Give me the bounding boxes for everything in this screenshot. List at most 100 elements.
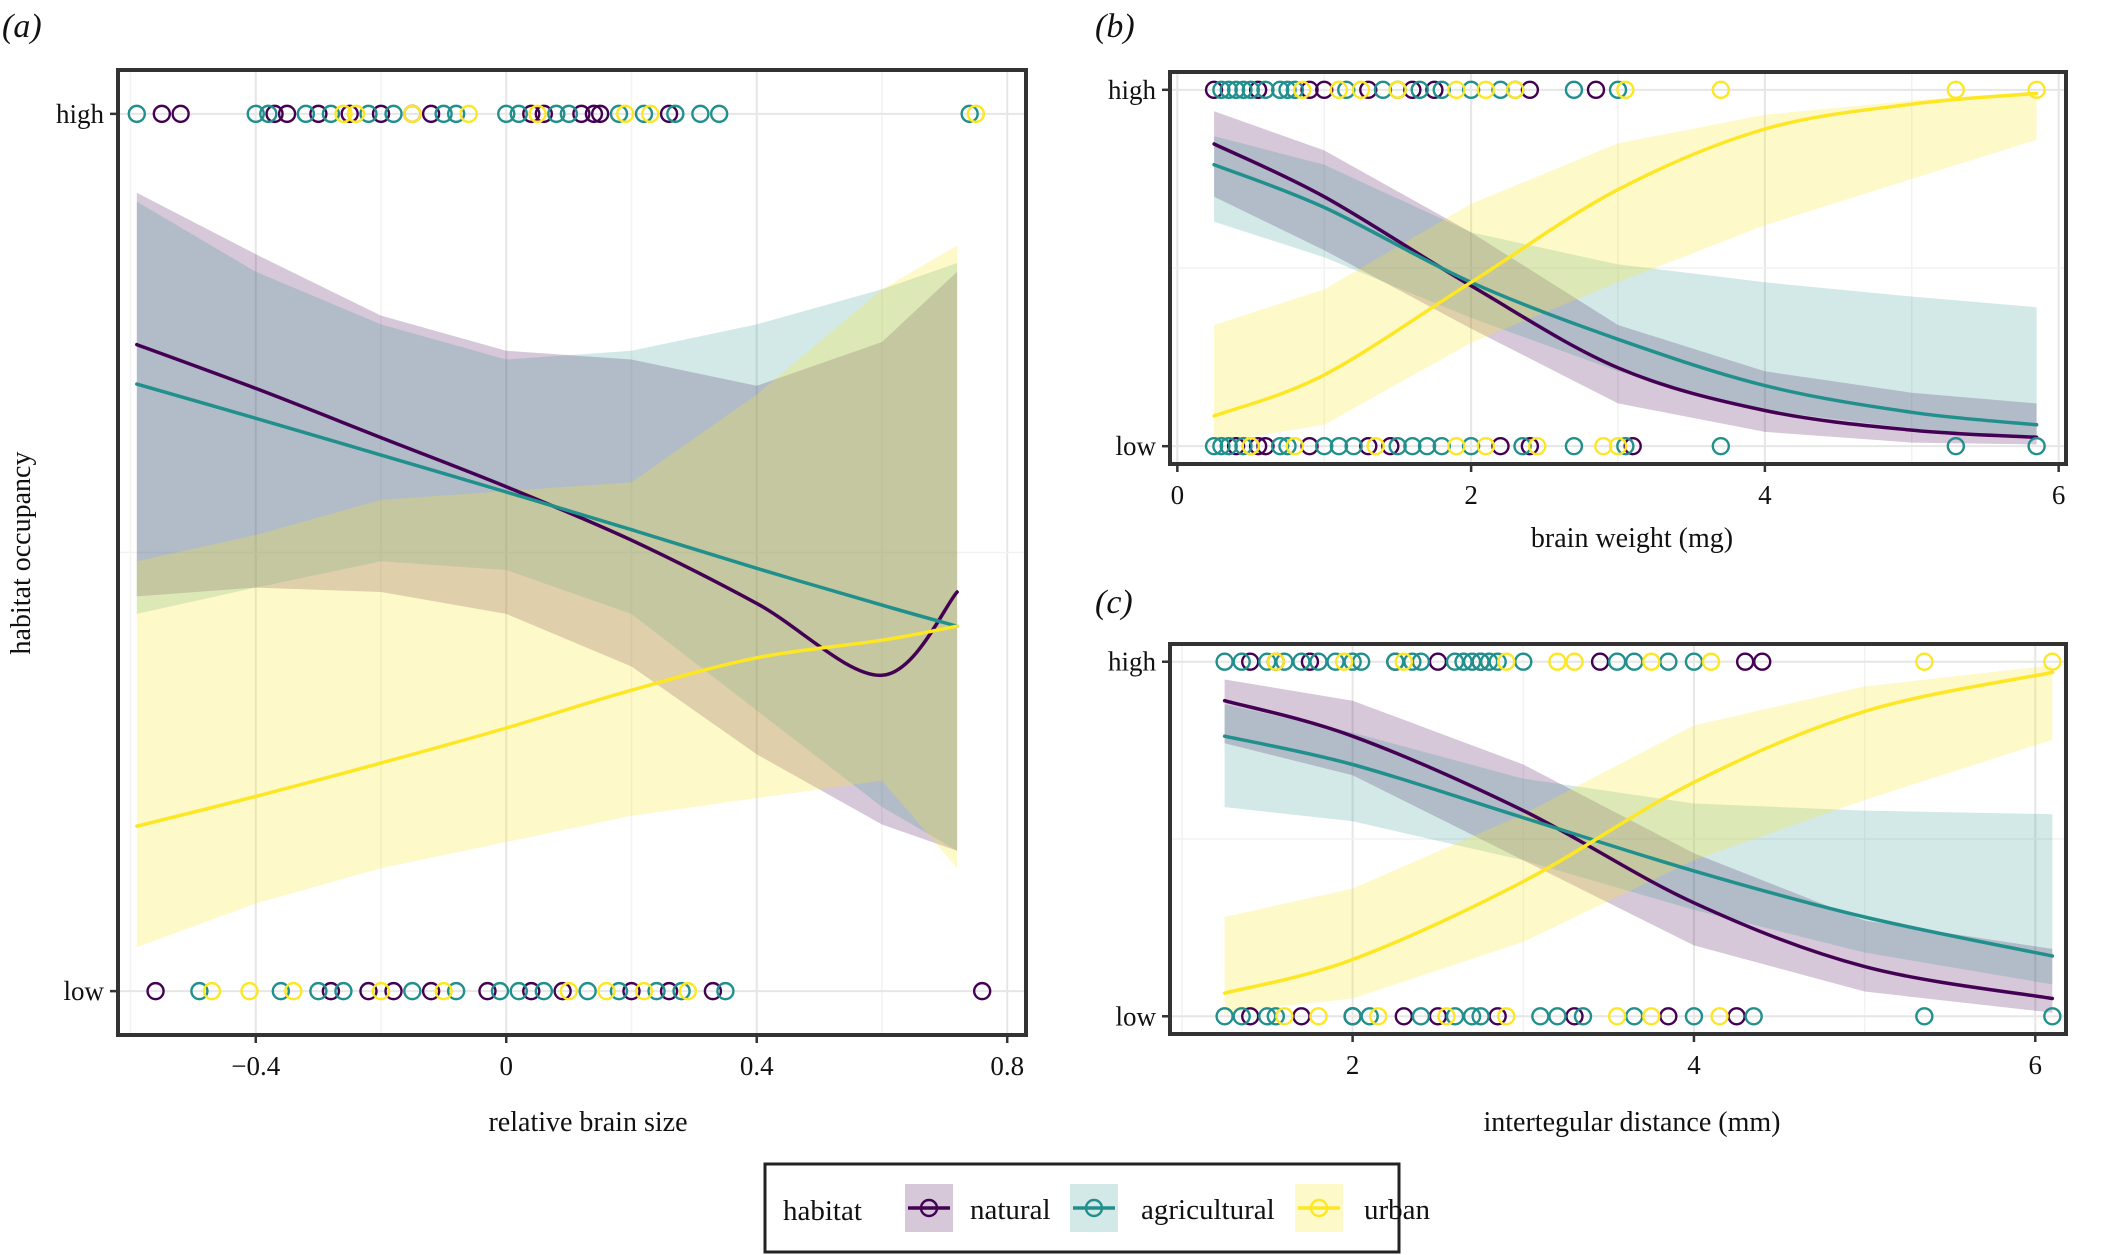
legend-item-natural: natural	[905, 1184, 1051, 1232]
point-agricultural	[1616, 436, 1635, 456]
plot-frame-c	[1168, 642, 2068, 1036]
point-agricultural	[1403, 436, 1422, 456]
point-natural	[553, 981, 572, 1001]
point-agricultural	[1343, 652, 1362, 671]
point-agricultural	[609, 981, 629, 1001]
point-urban	[284, 981, 303, 1001]
point-urban	[1241, 436, 1260, 456]
point-natural	[421, 104, 441, 124]
point-urban	[641, 104, 660, 124]
panel-label-c: (c)	[1095, 584, 1133, 621]
legend-label-agricultural: agricultural	[1141, 1194, 1275, 1226]
legend-entries: natural agricultural urban	[905, 1184, 1431, 1232]
point-natural	[277, 104, 297, 124]
point-urban	[1334, 652, 1354, 671]
point-natural	[1204, 80, 1224, 100]
point-agricultural	[1373, 80, 1393, 100]
point-urban	[202, 981, 222, 1001]
series-layer-c	[1215, 652, 2062, 1026]
point-natural	[1248, 436, 1268, 456]
grid-b	[1170, 72, 2066, 464]
point-urban	[1497, 1007, 1516, 1026]
point-natural	[1403, 80, 1422, 100]
ci-ribbon-natural	[136, 192, 958, 851]
point-agricultural	[1946, 436, 1966, 456]
point-agricultural	[1232, 1007, 1251, 1026]
point-urban	[1565, 652, 1584, 671]
point-agricultural	[359, 104, 378, 124]
point-urban	[2027, 80, 2046, 100]
x-tick-label: 0.8	[990, 1051, 1024, 1081]
point-natural	[534, 104, 554, 124]
point-natural	[1623, 436, 1642, 456]
point-agricultural	[1270, 80, 1290, 100]
point-agricultural	[559, 104, 579, 124]
point-urban	[1476, 436, 1496, 456]
point-natural	[659, 104, 679, 124]
point-agricultural	[1461, 436, 1481, 456]
legend-point-natural	[919, 1198, 939, 1218]
point-agricultural	[1232, 652, 1251, 671]
point-agricultural	[1461, 80, 1481, 100]
point-agricultural	[246, 104, 265, 124]
legend: habitat natural agricultural urban	[763, 1162, 1431, 1254]
point-agricultural	[1337, 80, 1356, 100]
point-natural	[1300, 436, 1319, 456]
point-urban	[1329, 80, 1349, 100]
point-natural	[146, 981, 165, 1001]
fit-line-urban	[1212, 91, 2039, 418]
point-urban	[634, 981, 654, 1001]
point-urban	[1497, 652, 1516, 671]
point-agricultural	[434, 104, 453, 124]
point-agricultural	[1684, 1007, 1704, 1026]
point-urban	[1915, 652, 1934, 671]
point-natural	[522, 981, 541, 1001]
point-natural	[1300, 80, 1319, 100]
y-tick-label: high	[56, 99, 105, 129]
x-tick-label: 0.4	[740, 1051, 774, 1081]
point-agricultural	[1491, 80, 1510, 100]
point-agricultural	[1471, 1007, 1490, 1026]
point-agricultural	[1548, 1007, 1567, 1026]
point-agricultural	[1411, 1007, 1431, 1026]
point-agricultural	[1344, 436, 1363, 456]
point-natural	[1586, 80, 1606, 100]
point-agricultural	[1315, 436, 1334, 456]
y-tick-label: low	[64, 976, 105, 1006]
x-tick-label: 2	[1464, 480, 1478, 510]
point-agricultural	[1212, 436, 1231, 456]
ci-ribbon-urban	[1214, 91, 2037, 443]
point-agricultural	[709, 104, 729, 124]
point-agricultural	[321, 104, 341, 124]
point-natural	[1256, 436, 1275, 456]
point-urban	[1711, 80, 1731, 100]
point-agricultural	[716, 981, 735, 1001]
point-natural	[1520, 436, 1540, 456]
point-agricultural	[1608, 80, 1628, 100]
point-agricultural	[2027, 436, 2046, 456]
legend-title: habitat	[783, 1195, 862, 1227]
x-axis-title-b: brain weight (mg)	[1531, 523, 1733, 554]
point-urban	[240, 981, 259, 1001]
point-urban	[1394, 652, 1414, 671]
point-agricultural	[309, 981, 328, 1001]
point-urban	[334, 104, 353, 124]
point-agricultural	[334, 981, 353, 1001]
x-tick-label: 4	[1758, 480, 1772, 510]
y-tick-label: high	[1108, 75, 1157, 105]
point-agricultural	[1256, 80, 1275, 100]
point-agricultural	[1410, 80, 1429, 100]
point-agricultural	[509, 104, 528, 124]
x-tick-label: 0	[499, 1051, 513, 1081]
point-agricultural	[1360, 1007, 1379, 1026]
y-tick-label: low	[1116, 431, 1157, 461]
legend-label-urban: urban	[1364, 1194, 1431, 1226]
point-natural	[590, 104, 610, 124]
point-agricultural	[578, 981, 597, 1001]
y-tick-label: high	[1108, 647, 1157, 677]
point-natural	[1520, 80, 1540, 100]
y-tick-label: low	[1116, 1001, 1157, 1031]
point-agricultural	[647, 981, 666, 1001]
point-agricultural	[1234, 436, 1253, 456]
